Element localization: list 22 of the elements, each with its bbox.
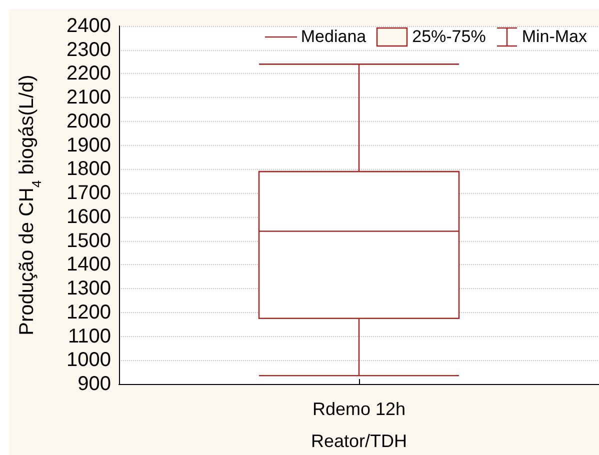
y-tick-label: 2000 bbox=[66, 110, 111, 132]
y-tick-label: 1000 bbox=[66, 349, 111, 372]
y-tick-label: 1200 bbox=[66, 301, 111, 324]
y-tick-label: 1600 bbox=[66, 206, 111, 228]
y-tick-label: 1300 bbox=[66, 278, 111, 300]
y-tick-label: 1800 bbox=[66, 158, 111, 180]
x-tick-label: Rdemo 12h bbox=[312, 399, 406, 419]
y-tick-label: 2100 bbox=[66, 86, 111, 109]
y-tick-label: 1100 bbox=[68, 325, 111, 348]
y-tick-label: 1900 bbox=[66, 134, 111, 156]
y-axis-title: Produção de CH4 biogás(L/d) bbox=[16, 74, 44, 336]
annotation: Mediana bbox=[300, 27, 366, 47]
y-tick-label: 2200 bbox=[66, 62, 111, 85]
y-tick-label: 1700 bbox=[66, 182, 111, 204]
x-axis-title: Reator/TDH bbox=[310, 431, 408, 451]
y-tick-label: 2400 bbox=[66, 15, 111, 37]
annotation: Min-Max bbox=[522, 27, 587, 47]
annotation: 25%-75% bbox=[412, 27, 486, 47]
y-tick-label: 1500 bbox=[66, 230, 111, 252]
y-tick-label: 1400 bbox=[66, 254, 111, 276]
y-tick-label: 900 bbox=[78, 373, 111, 395]
y-tick-label: 2300 bbox=[66, 38, 111, 61]
